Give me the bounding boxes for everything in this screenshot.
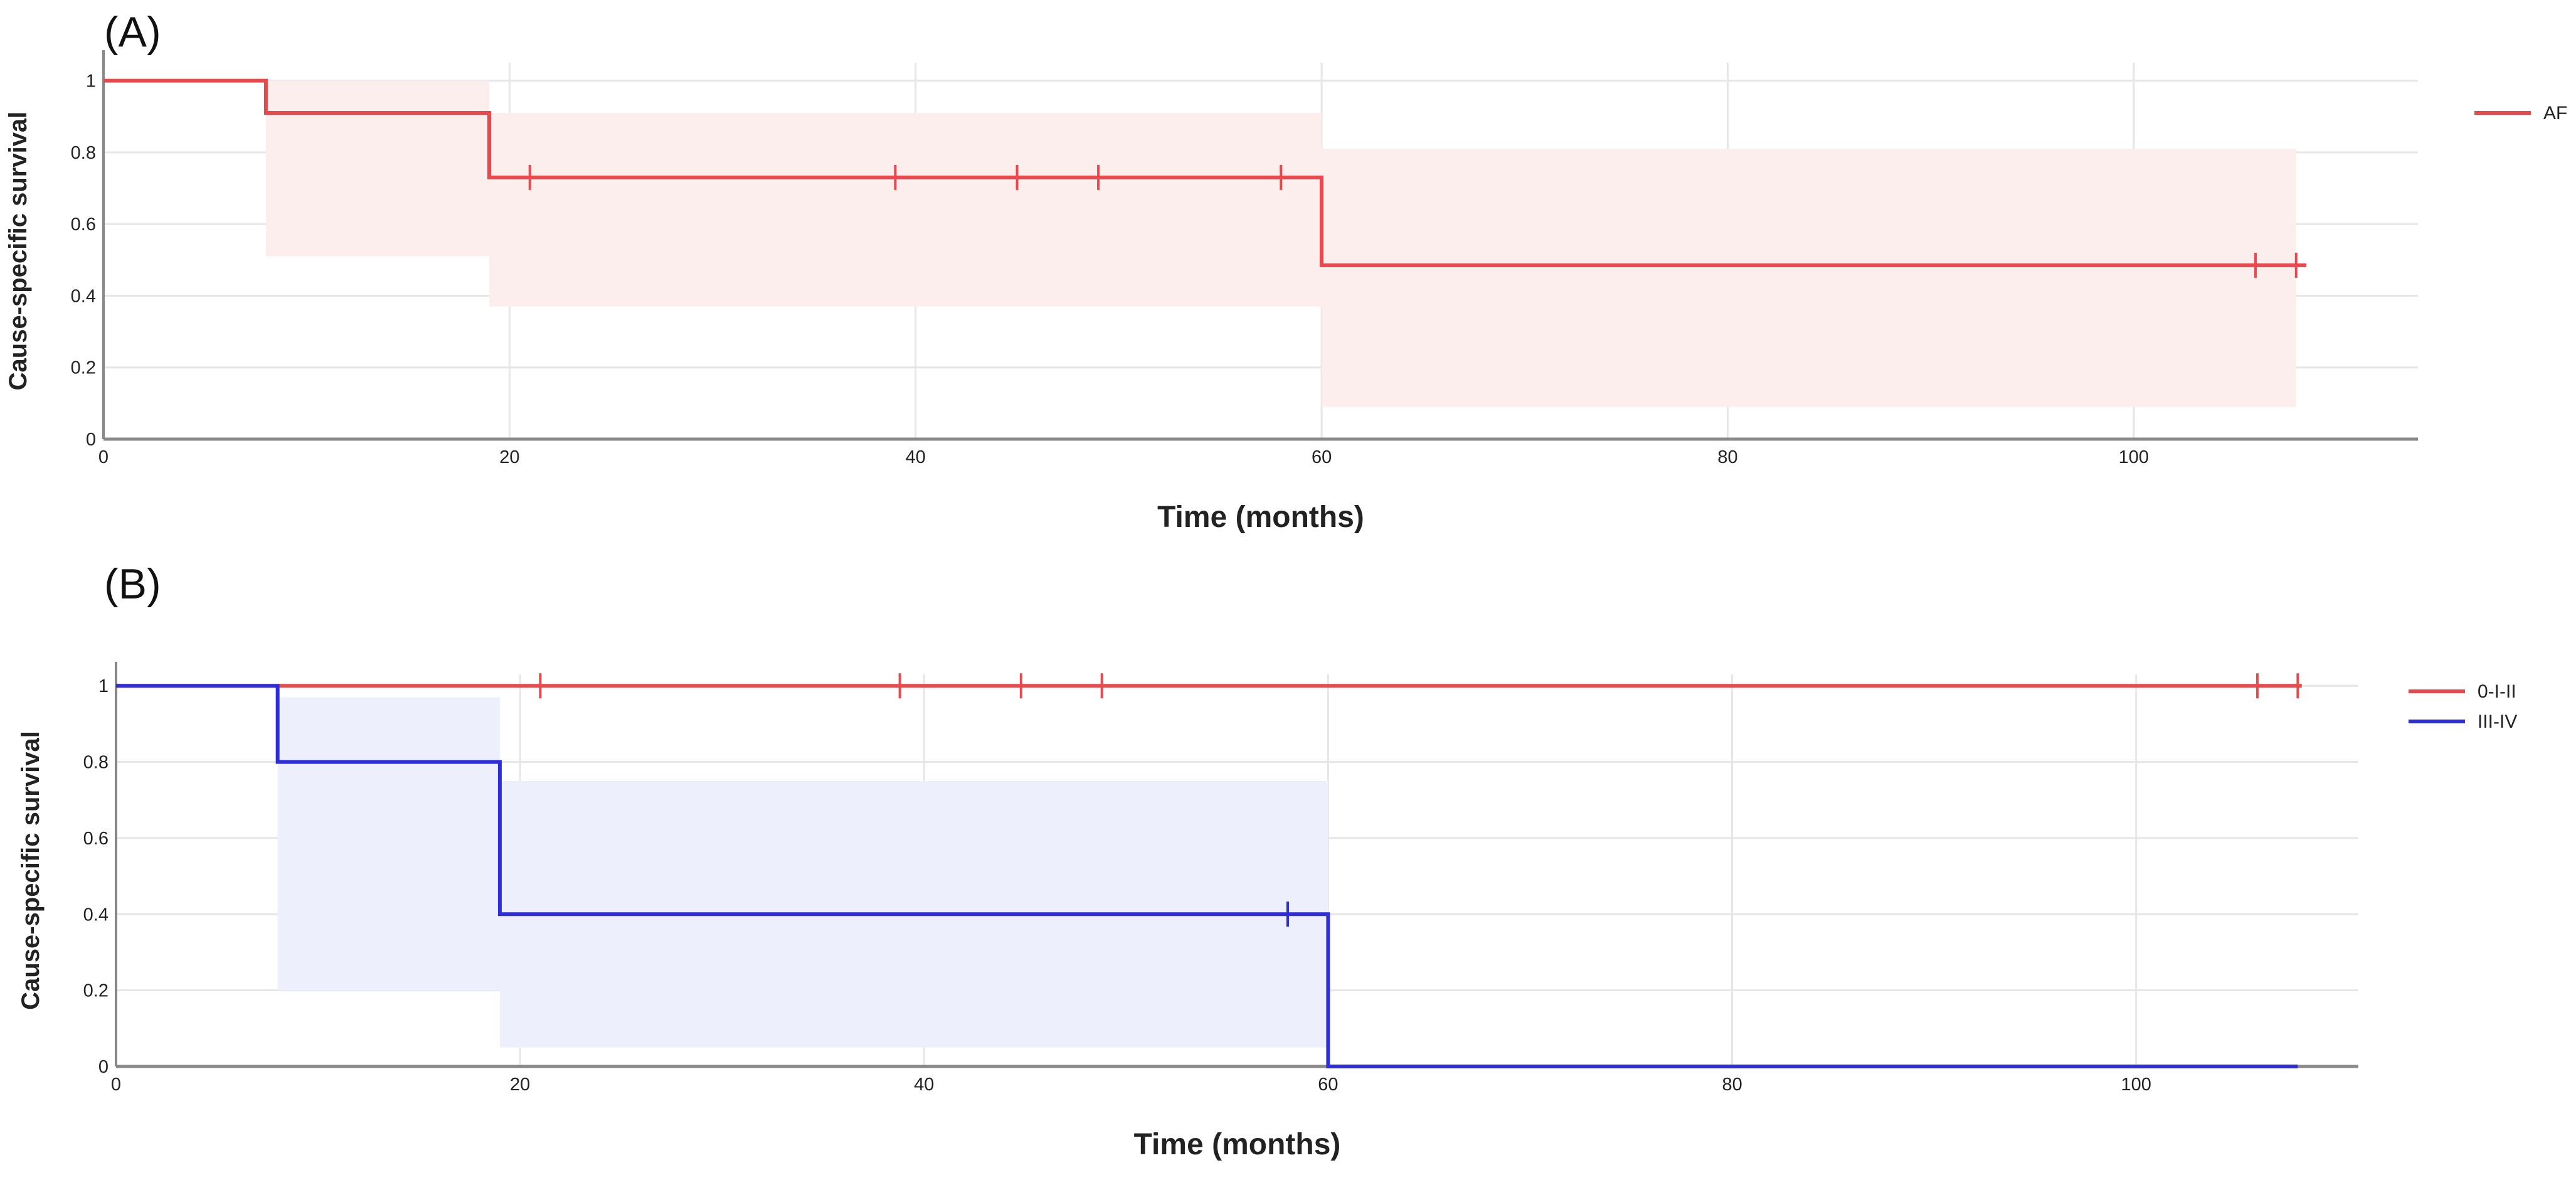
- y-tick-label: 0.2: [71, 358, 96, 378]
- x-axis-title: Time (months): [1157, 501, 1364, 534]
- panel-b-label: (B): [104, 560, 161, 608]
- series-line-AF: [103, 78, 2306, 267]
- y-tick-label: 0.8: [83, 753, 109, 773]
- ci-band: [1322, 149, 2296, 407]
- x-tick-label: 60: [1318, 1075, 1338, 1095]
- x-axis-title: Time (months): [1134, 1128, 1341, 1161]
- y-tick-label: 0.6: [71, 215, 96, 235]
- legend-label: 0-I-II: [2478, 681, 2516, 702]
- x-tick-label: 80: [1722, 1075, 1742, 1095]
- x-tick-label: 0: [98, 447, 109, 467]
- chart-a: 0 20 40 60 80 100 0 0.2 0.4 0.6 0.8 1 AF Time (months…: [4, 50, 2567, 534]
- x-tick-label: 40: [906, 447, 926, 467]
- y-tick-label: 0.6: [83, 829, 109, 849]
- x-tick-label: 60: [1312, 447, 1332, 467]
- y-tick-label: 0: [86, 430, 96, 450]
- y-tick-label: 0.8: [71, 143, 96, 163]
- y-tick-label: 0.4: [83, 905, 109, 925]
- x-tick-label: 20: [499, 447, 519, 467]
- chart-b: 0 20 40 60 80 100 0 0.2 0.4 0.6 0.8 1 0-I-II III-IV Ti…: [17, 662, 2517, 1161]
- legend-label: AF: [2543, 103, 2567, 124]
- ci-band: [265, 80, 489, 257]
- series-line-III-IV: [116, 684, 2298, 1068]
- x-tick-label: 0: [111, 1075, 121, 1095]
- y-tick-label: 1: [98, 676, 109, 696]
- y-tick-label: 0.4: [71, 286, 96, 306]
- y-tick-label: 0.2: [83, 981, 109, 1001]
- x-tick-label: 20: [510, 1075, 530, 1095]
- x-tick-label: 40: [914, 1075, 934, 1095]
- x-tick-label: 100: [2121, 1075, 2151, 1095]
- y-axis-title: Cause-specific survival: [17, 731, 45, 1010]
- x-tick-label: 100: [2119, 447, 2149, 467]
- ci-band: [277, 697, 500, 991]
- y-tick-label: 1: [86, 72, 96, 92]
- ci-band: [489, 113, 1322, 307]
- y-tick-label: 0: [98, 1057, 109, 1077]
- legend-label: III-IV: [2478, 711, 2517, 732]
- y-axis-title: Cause-specific survival: [4, 112, 32, 391]
- panel-a-label: (A): [104, 8, 161, 56]
- x-tick-label: 80: [1717, 447, 1737, 467]
